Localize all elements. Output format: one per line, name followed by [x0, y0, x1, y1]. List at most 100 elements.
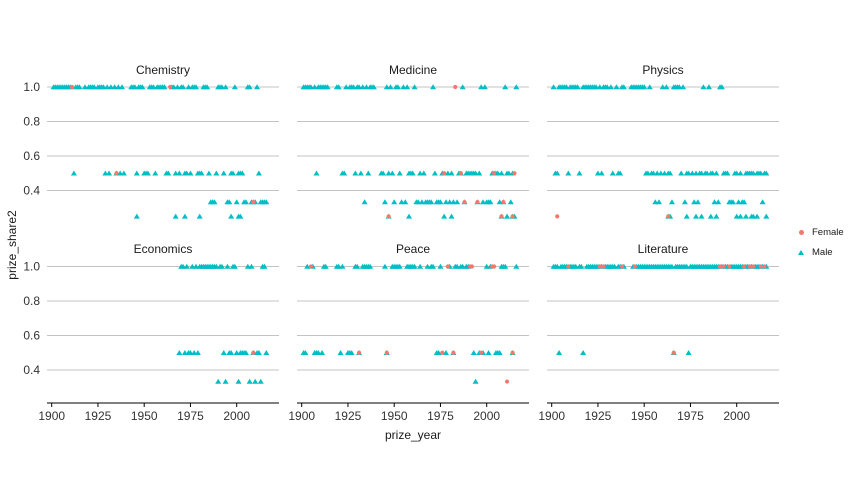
female-data-point: [717, 264, 723, 269]
male-data-point: [387, 84, 394, 90]
male-data-point: [713, 170, 720, 176]
male-data-point: [705, 84, 712, 90]
male-data-point: [220, 349, 227, 355]
male-data-point: [707, 213, 714, 219]
male-data-point: [420, 170, 427, 176]
male-data-point: [646, 84, 653, 90]
male-data-point: [470, 349, 477, 355]
male-data-point: [504, 213, 511, 219]
male-data-point: [620, 84, 627, 90]
male-data-point: [120, 170, 127, 176]
male-data-point: [380, 170, 387, 176]
facet-title-peace: Peace: [395, 242, 431, 256]
male-data-point: [487, 199, 494, 205]
male-data-point: [218, 263, 225, 269]
male-data-point: [430, 84, 437, 90]
x-tick-label: 2000: [723, 409, 750, 423]
female-data-point: [751, 264, 756, 269]
male-data-point: [693, 213, 699, 219]
male-data-point: [580, 349, 587, 355]
male-data-point: [685, 349, 692, 355]
x-tick-label: 1925: [85, 409, 112, 423]
x-tick-label: 2000: [223, 409, 250, 423]
x-tick-label: 1975: [177, 409, 204, 423]
female-data-point: [462, 199, 467, 205]
male-data-point: [133, 170, 140, 176]
male-data-point: [448, 213, 455, 219]
female-data-point: [727, 264, 732, 269]
male-data-point: [254, 84, 261, 90]
female-data-point: [510, 214, 515, 219]
male-data-point: [411, 84, 418, 90]
female-data-point: [479, 350, 484, 355]
facet-title-medicine: Medicine: [388, 63, 438, 77]
male-data-point: [302, 349, 309, 355]
female-data-point: [555, 214, 560, 219]
female-data-point: [451, 350, 456, 355]
male-data-point: [152, 170, 159, 176]
male-data-point: [361, 199, 368, 205]
male-data-point: [231, 84, 238, 90]
female-data-point: [499, 214, 504, 219]
male-data-point: [391, 199, 398, 205]
y-tick-label: 1.0: [23, 80, 40, 94]
male-data-point: [324, 84, 331, 90]
female-data-point: [445, 264, 450, 269]
male-data-point: [454, 199, 461, 205]
male-data-point: [459, 84, 466, 90]
male-data-point: [472, 378, 479, 384]
y-tick-label: 0.8: [23, 294, 40, 308]
male-data-point: [565, 170, 572, 176]
facet-title-physics: Physics: [642, 63, 684, 77]
female-data-point: [469, 264, 474, 269]
female-data-point: [762, 264, 767, 269]
male-data-point: [133, 213, 140, 219]
female-data-point: [619, 264, 625, 269]
x-tick-label: 1975: [677, 409, 704, 423]
y-axis-label: prize_share2: [5, 210, 19, 280]
female-data-point: [453, 84, 458, 90]
male-data-point: [228, 349, 235, 355]
facet-title-economics: Economics: [133, 242, 193, 256]
male-data-point: [222, 84, 229, 90]
male-data-point: [263, 199, 270, 205]
male-data-point: [337, 349, 344, 355]
male-data-point: [656, 199, 662, 205]
male-data-point: [754, 213, 761, 219]
male-data-point: [481, 84, 488, 90]
male-data-point: [437, 199, 444, 205]
male-data-point: [678, 170, 685, 176]
male-data-point: [231, 263, 238, 269]
male-data-point: [730, 199, 736, 205]
female-data-point: [504, 379, 510, 384]
male-data-point: [763, 170, 770, 176]
x-axis-label: prize_year: [384, 428, 442, 442]
female-data-point: [632, 264, 638, 269]
x-tick-label: 1975: [427, 409, 454, 423]
male-data-point: [235, 378, 242, 384]
legend-entry-male: Male: [796, 245, 844, 259]
female-data-point: [721, 264, 726, 269]
female-data-point: [597, 264, 602, 269]
y-tick-label: 0.8: [23, 115, 40, 129]
male-data-point: [680, 84, 687, 90]
male-data-point: [341, 170, 348, 176]
female-data-point: [458, 171, 463, 176]
female-data-point: [386, 214, 391, 219]
male-data-point: [502, 263, 509, 269]
male-data-point: [617, 170, 624, 176]
male-data-point: [668, 199, 675, 205]
x-tick-label: 1925: [585, 409, 612, 423]
male-data-point: [607, 84, 614, 90]
male-data-point: [194, 349, 201, 355]
female-data-point: [384, 350, 389, 355]
male-data-point: [556, 349, 563, 355]
male-data-point: [319, 349, 326, 355]
male-data-point: [220, 170, 227, 176]
x-tick-label: 1925: [335, 409, 362, 423]
facet-title-chemistry: Chemistry: [135, 63, 190, 77]
male-data-point: [252, 378, 259, 384]
male-data-point: [742, 213, 749, 219]
female-data-point: [742, 264, 747, 269]
